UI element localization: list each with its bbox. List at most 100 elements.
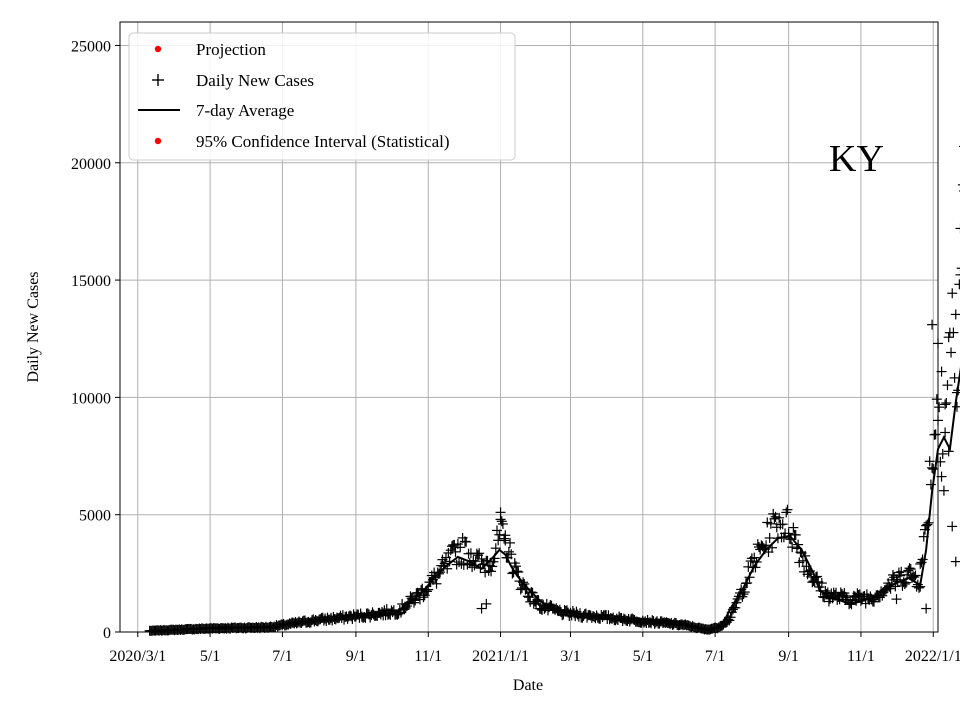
daily-case-marker [896, 566, 907, 577]
x-tick-label: 2020/3/1 [109, 648, 166, 665]
daily-case-marker [943, 332, 954, 343]
legend-label-seven-day-average: 7-day Average [196, 101, 294, 120]
seven-day-average-line [149, 366, 960, 632]
daily-case-marker [931, 394, 942, 405]
daily-case-marker [956, 267, 960, 269]
daily-case-marker [949, 372, 960, 383]
daily-case-marker [955, 269, 960, 280]
daily-case-marker [769, 513, 780, 524]
daily-case-marker [839, 588, 850, 599]
daily-case-marker [852, 588, 863, 599]
daily-case-marker [905, 564, 916, 575]
daily-case-marker [816, 578, 827, 589]
daily-case-marker [500, 535, 511, 546]
x-tick-label: 11/1 [847, 648, 875, 665]
x-tick-label: 5/1 [200, 648, 220, 665]
y-axis-ticks: 0 5000 10000 15000 20000 25000 [71, 38, 120, 642]
daily-case-marker [487, 561, 498, 572]
daily-case-marker [782, 504, 793, 515]
daily-case-marker [940, 399, 951, 410]
x-tick-label: 5/1 [633, 648, 653, 665]
daily-case-marker [749, 552, 760, 563]
daily-case-marker [790, 529, 801, 540]
daily-case-marker [788, 522, 799, 533]
daily-case-marker [930, 429, 941, 440]
daily-case-marker [497, 518, 508, 529]
legend-marker-confidence-interval [154, 137, 162, 145]
daily-case-marker [476, 603, 487, 614]
legend-marker-projection [154, 45, 162, 53]
daily-case-marker [910, 570, 921, 581]
state-annotation: KY [829, 138, 884, 180]
daily-case-marker [450, 546, 461, 557]
daily-case-marker [899, 579, 910, 590]
daily-case-marker [496, 516, 507, 527]
y-tick-label: 20000 [71, 156, 111, 173]
daily-case-marker [781, 507, 792, 518]
daily-case-marker [868, 596, 879, 607]
daily-case-marker [922, 519, 933, 530]
daily-case-marker [924, 456, 935, 467]
legend-label-confidence-interval: 95% Confidence Interval (Statistical) [196, 132, 450, 151]
x-tick-label: 7/1 [705, 648, 725, 665]
daily-case-marker [927, 319, 938, 330]
daily-case-marker [938, 485, 949, 496]
y-axis-label: Daily New Cases [25, 271, 42, 382]
x-tick-label: 7/1 [272, 648, 292, 665]
daily-case-marker [947, 521, 958, 532]
legend: Projection Daily New Cases 7-day Average… [128, 32, 516, 161]
daily-case-marker [476, 553, 487, 564]
daily-case-marker [921, 603, 932, 614]
daily-case-marker [787, 542, 798, 553]
daily-case-marker [928, 464, 939, 475]
daily-case-marker [946, 347, 957, 358]
daily-case-marker [474, 548, 485, 559]
legend-label-daily-cases: Daily New Cases [196, 71, 314, 90]
daily-case-marker [917, 554, 928, 565]
x-tick-label: 9/1 [778, 648, 798, 665]
x-tick-label: 3/1 [560, 648, 580, 665]
daily-case-marker [941, 397, 952, 408]
daily-case-marker [942, 380, 953, 391]
daily-case-marker [934, 402, 945, 413]
daily-case-marker [405, 591, 416, 602]
daily-case-marker [950, 556, 960, 567]
daily-case-marker [903, 565, 914, 576]
daily-case-marker [891, 594, 902, 605]
x-tick-label: 2022/1/1 [905, 648, 960, 665]
daily-case-marker [895, 570, 906, 581]
daily-case-marker [490, 543, 501, 554]
daily-case-marker [955, 223, 960, 234]
y-tick-label: 25000 [71, 38, 111, 55]
x-tick-label: 2021/1/1 [472, 648, 529, 665]
daily-case-marker [951, 401, 960, 412]
daily-case-marker [777, 519, 788, 530]
daily-case-marker [495, 507, 506, 518]
y-tick-label: 10000 [71, 390, 111, 407]
daily-case-marker [455, 542, 466, 553]
y-tick-label: 15000 [71, 273, 111, 290]
daily-case-marker [954, 279, 960, 290]
daily-case-marker [491, 525, 502, 536]
daily-case-marker [940, 427, 951, 438]
daily-case-marker [418, 592, 429, 603]
daily-case-marker [381, 604, 392, 615]
y-tick-label: 5000 [79, 508, 111, 525]
daily-case-marker [510, 561, 521, 572]
daily-case-marker [874, 592, 885, 603]
daily-case-marker [950, 309, 960, 320]
daily-case-marker [904, 563, 915, 574]
x-tick-label: 9/1 [346, 648, 366, 665]
daily-case-marker [774, 512, 785, 523]
daily-case-marker [506, 549, 517, 560]
daily-case-marker [937, 448, 948, 459]
legend-box [128, 32, 516, 161]
daily-case-marker [445, 545, 456, 556]
x-axis-ticks: 2020/3/1 5/1 7/1 9/1 11/1 2021/1/1 3/1 5/1 7/1 9/… [109, 632, 960, 665]
daily-case-marker [431, 578, 442, 589]
x-axis-label: Date [513, 677, 543, 694]
daily-case-marker [461, 536, 472, 547]
plot-area-frame [119, 21, 939, 633]
daily-case-marker [486, 566, 497, 577]
